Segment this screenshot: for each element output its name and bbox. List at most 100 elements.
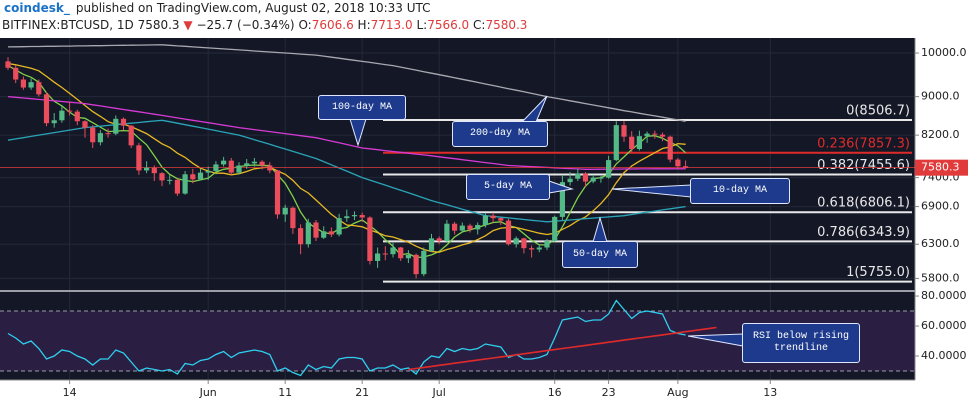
candle-body xyxy=(621,125,627,137)
candle-body xyxy=(559,182,565,217)
candle-body xyxy=(228,160,234,173)
candle-body xyxy=(444,223,450,241)
candle-body xyxy=(529,248,535,250)
candle-body xyxy=(644,133,650,137)
candle-body xyxy=(221,160,227,165)
candle-body xyxy=(105,133,111,135)
symbol: BITFINEX:BTCUSD, 1D xyxy=(2,18,134,32)
callout: 5-day MA xyxy=(466,174,550,200)
ohlc-value: 7566.0 xyxy=(427,18,470,32)
candle-body xyxy=(567,178,573,183)
candle-body xyxy=(367,217,373,261)
y-tick-label: 10000.0 xyxy=(921,46,967,59)
y-tick-label: 6900.0 xyxy=(921,200,960,213)
candle-body xyxy=(390,247,396,255)
rsi-line xyxy=(7,299,686,377)
candle-body xyxy=(652,133,658,135)
x-tick-label: 11 xyxy=(278,386,292,399)
candle-body xyxy=(552,216,558,241)
ohlc-key: L: xyxy=(416,18,428,32)
candle-body xyxy=(413,254,419,275)
candle-body xyxy=(328,231,334,235)
callout: 10-day MA xyxy=(690,178,790,204)
rsi-tick-label: 80.0000 xyxy=(921,289,967,302)
candle-body xyxy=(613,125,619,161)
ohlc-value: 7713.0 xyxy=(370,18,413,32)
fib-label: 0.786(6343.9) xyxy=(817,225,910,240)
candle-body xyxy=(43,94,50,124)
rsi-tick-label: 40.0000 xyxy=(921,349,967,362)
candle-body xyxy=(244,163,250,166)
candle-body xyxy=(197,172,204,180)
candle-body xyxy=(459,225,465,231)
candle-body xyxy=(74,111,80,122)
candle-body xyxy=(313,222,319,238)
candle-body xyxy=(20,79,26,88)
candle-body xyxy=(336,218,342,235)
candle-body xyxy=(351,215,358,217)
ohlc-key: H: xyxy=(357,18,371,32)
ohlc-key: C: xyxy=(473,18,486,32)
published: published on TradingView.com, August 02,… xyxy=(75,1,431,15)
moving-average xyxy=(7,44,686,122)
callout: 50-day MA xyxy=(562,241,638,268)
candle-body xyxy=(59,110,65,121)
candle-body xyxy=(51,120,57,124)
price-axis xyxy=(915,38,968,406)
y-tick-label: 5800.0 xyxy=(921,271,960,284)
candle-body xyxy=(659,134,666,137)
candle-body xyxy=(590,177,596,182)
candle-body xyxy=(521,238,527,249)
x-tick-label: 21 xyxy=(355,386,369,399)
candle-body xyxy=(490,215,496,219)
candle-body xyxy=(428,238,435,251)
candle-body xyxy=(290,207,296,229)
candle-body xyxy=(282,207,288,215)
candle-body xyxy=(28,82,34,88)
fib-label: 0.618(6806.1) xyxy=(817,196,910,211)
fib-label: 0.382(7455.6) xyxy=(817,158,910,173)
candle-body xyxy=(144,167,150,171)
axes: 5800.06300.06900.07400.08200.09000.01000… xyxy=(0,38,968,406)
candle-body xyxy=(382,253,388,255)
candle-body xyxy=(267,165,273,171)
candle-body xyxy=(136,145,142,171)
candle-body xyxy=(167,179,173,181)
x-tick-label: 13 xyxy=(763,386,777,399)
callout: 200-day MA xyxy=(452,121,548,147)
candle-body xyxy=(536,247,542,250)
brand: coindesk_ xyxy=(4,1,70,15)
candle-body xyxy=(452,223,458,231)
last-price-badge xyxy=(915,159,968,176)
candle-body xyxy=(582,173,589,182)
candle-body xyxy=(675,159,681,167)
candle-body xyxy=(5,61,11,68)
candle-body xyxy=(251,161,257,164)
moving-average xyxy=(7,95,686,170)
candle-body xyxy=(505,220,512,245)
candle-body xyxy=(359,215,365,218)
marks: 0(8506.7) 0.236(7857.3) 0.382(7455.6) 0.618… xyxy=(0,44,915,377)
candle-body xyxy=(467,225,473,230)
ohlc-value: 7606.6 xyxy=(311,18,354,32)
candle-body xyxy=(405,254,411,259)
callout: 100-day MA xyxy=(318,95,406,120)
candle-body xyxy=(213,164,219,171)
candle-body xyxy=(513,238,519,245)
candle-body xyxy=(274,170,281,215)
candle-body xyxy=(436,238,442,241)
candle-body xyxy=(344,216,350,219)
last-price-label: 7580.3 xyxy=(921,161,960,174)
fib-label: 0.236(7857.3) xyxy=(817,136,910,151)
candle-body xyxy=(90,127,96,143)
candle-body xyxy=(482,215,488,225)
moving-average xyxy=(7,65,687,259)
candle-body xyxy=(174,179,180,194)
candle-body xyxy=(398,247,404,259)
y-tick-label: 6300.0 xyxy=(921,237,960,250)
symbol-line: BITFINEX:BTCUSD, 1D 7580.3 ▼ −25.7 (−0.3… xyxy=(2,18,527,32)
candle-body xyxy=(205,170,211,173)
ohlc-value: 7580.3 xyxy=(485,18,528,32)
candle-body xyxy=(498,218,504,221)
